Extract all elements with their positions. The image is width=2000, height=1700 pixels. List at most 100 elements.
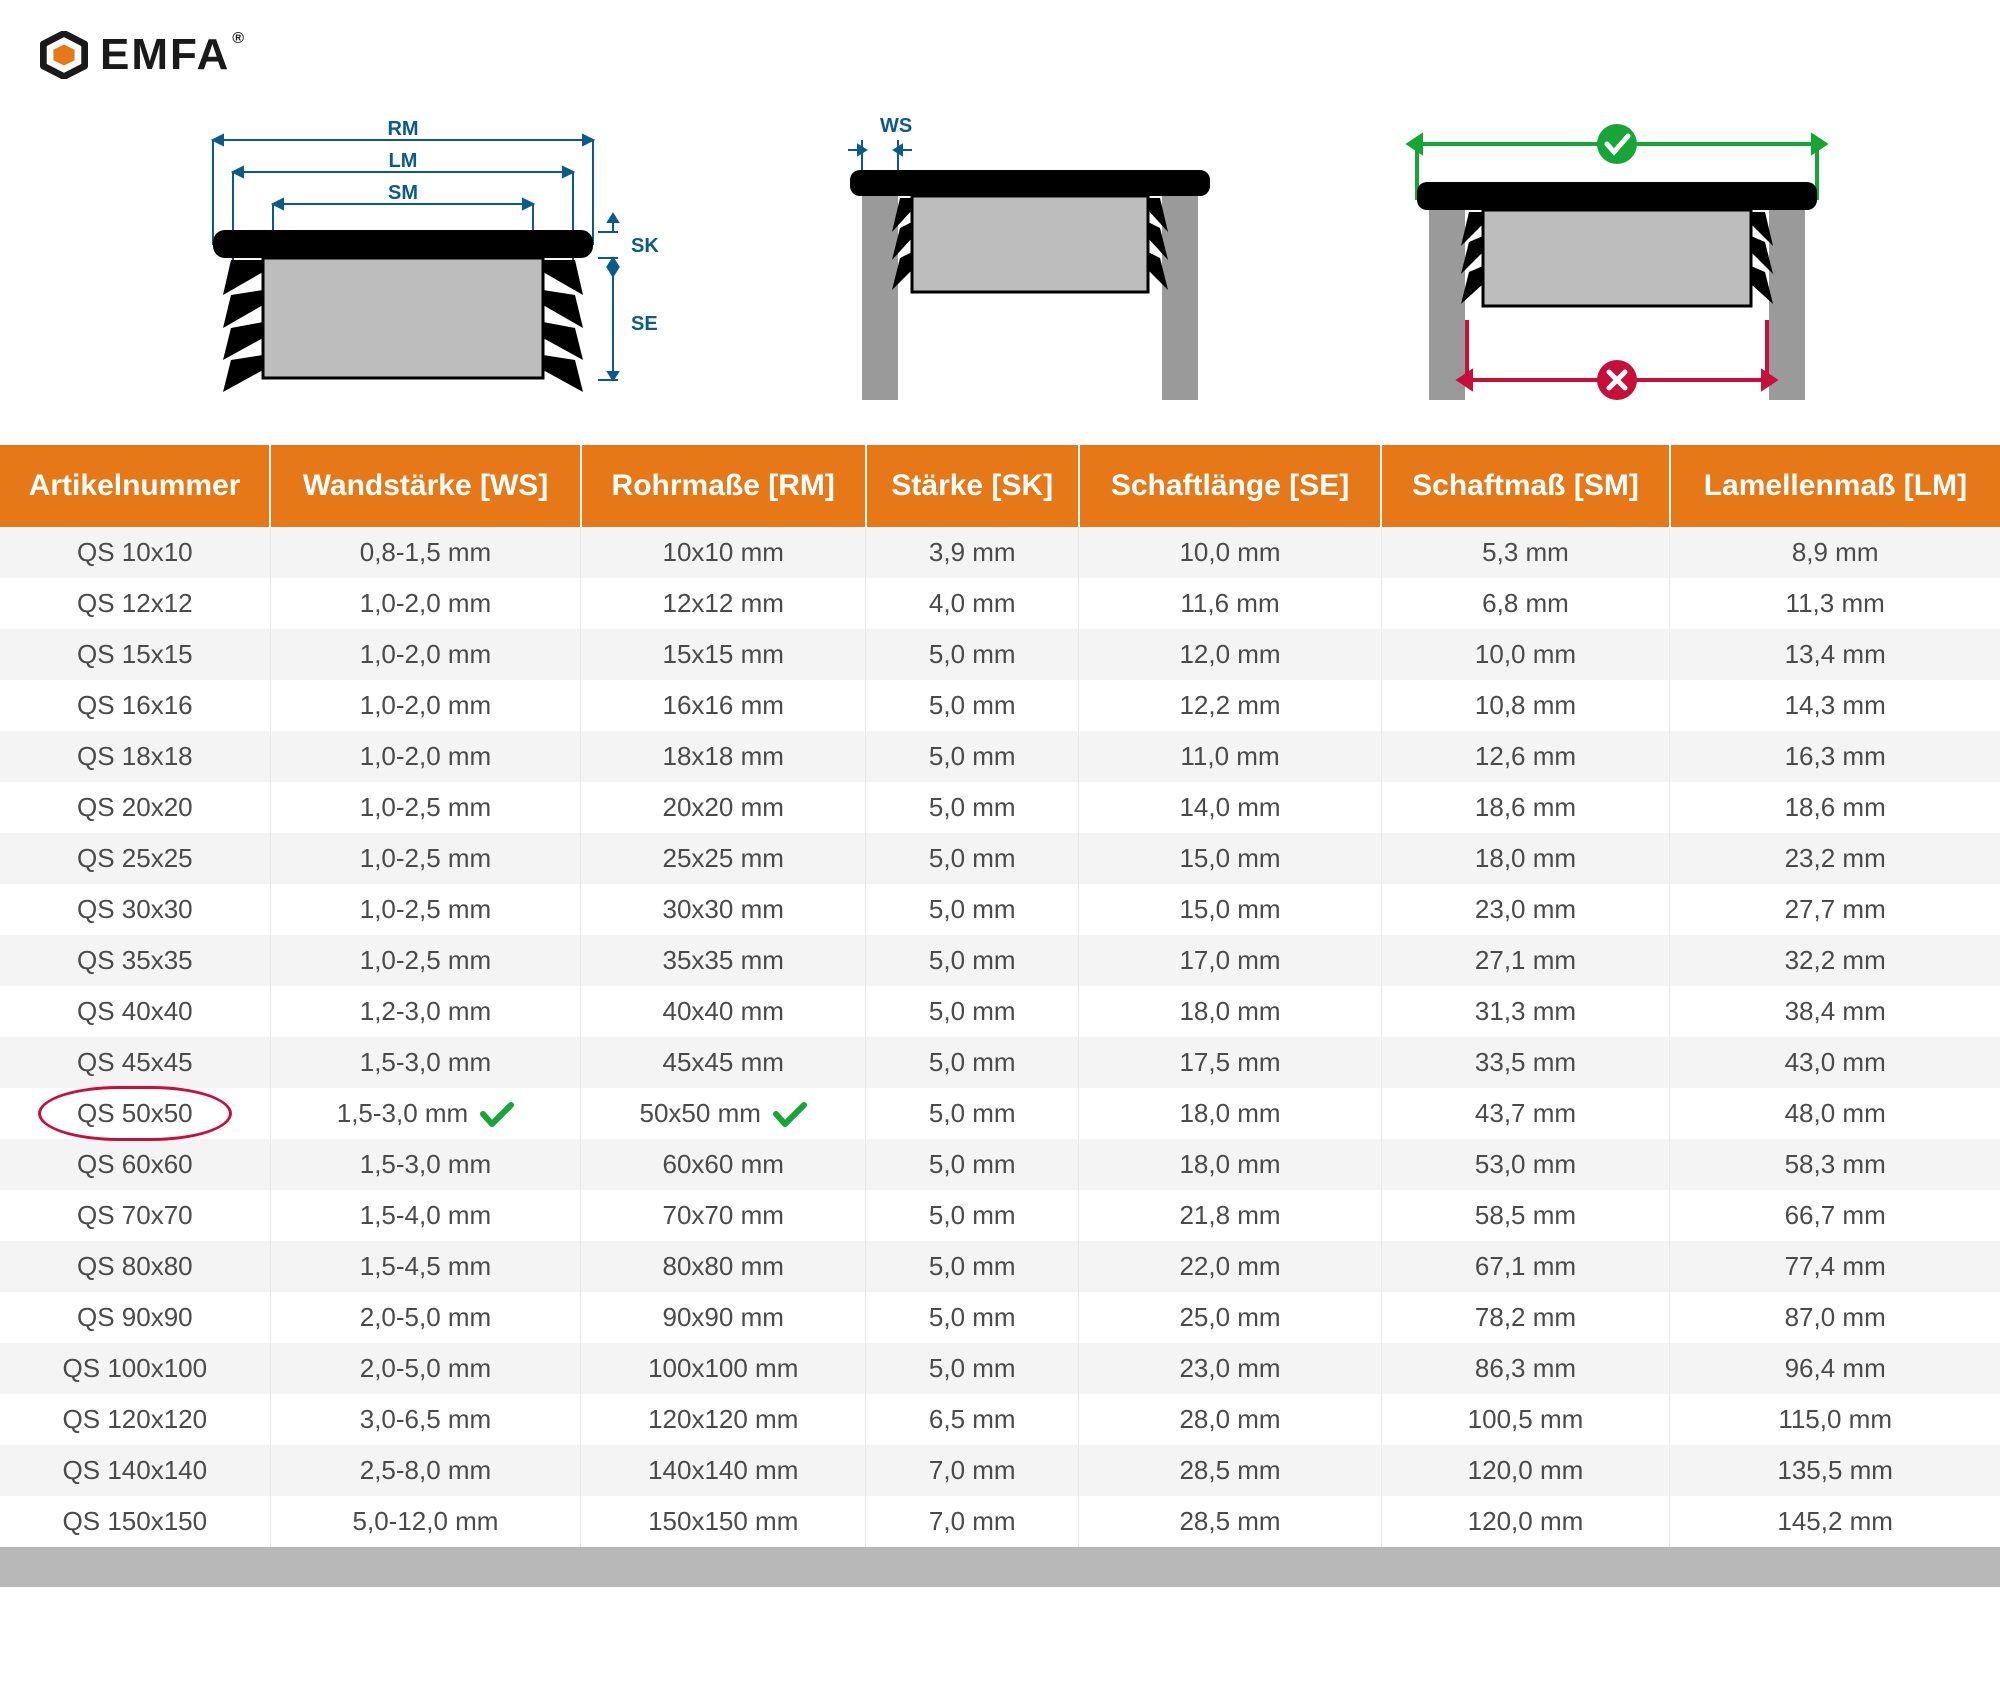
table-cell: 10x10 mm (581, 527, 866, 578)
table-cell: 20x20 mm (581, 782, 866, 833)
table-cell: 25x25 mm (581, 833, 866, 884)
table-cell: 3,0-6,5 mm (270, 1394, 581, 1445)
table-cell: 145,2 mm (1670, 1496, 2000, 1547)
table-cell: 2,0-5,0 mm (270, 1343, 581, 1394)
table-cell: 0,8-1,5 mm (270, 527, 581, 578)
table-cell: 3,9 mm (866, 527, 1079, 578)
table-cell: QS 50x50 (0, 1088, 270, 1139)
table-cell: 5,0 mm (866, 680, 1079, 731)
table-cell: QS 10x10 (0, 527, 270, 578)
table-cell: QS 45x45 (0, 1037, 270, 1088)
label-sm: SM (388, 182, 418, 204)
table-cell: 5,0 mm (866, 1190, 1079, 1241)
table-cell: 28,5 mm (1079, 1496, 1381, 1547)
table-cell: 5,0 mm (866, 986, 1079, 1037)
table-cell: QS 150x150 (0, 1496, 270, 1547)
spec-table-body: QS 10x100,8-1,5 mm10x10 mm3,9 mm10,0 mm5… (0, 527, 2000, 1547)
table-cell: 11,3 mm (1670, 578, 2000, 629)
brand-name: EMFA® (100, 30, 246, 80)
label-ws: WS (880, 115, 912, 137)
table-cell: 150x150 mm (581, 1496, 866, 1547)
label-rm: RM (388, 118, 419, 140)
table-row: QS 60x601,5-3,0 mm60x60 mm5,0 mm18,0 mm5… (0, 1139, 2000, 1190)
table-cell: QS 25x25 (0, 833, 270, 884)
table-cell: 14,3 mm (1670, 680, 2000, 731)
table-cell: 5,0 mm (866, 1088, 1079, 1139)
table-row: QS 90x902,0-5,0 mm90x90 mm5,0 mm25,0 mm7… (0, 1292, 2000, 1343)
table-cell: 18x18 mm (581, 731, 866, 782)
table-row: QS 100x1002,0-5,0 mm100x100 mm5,0 mm23,0… (0, 1343, 2000, 1394)
table-cell: 77,4 mm (1670, 1241, 2000, 1292)
table-cell: 1,0-2,0 mm (270, 578, 581, 629)
table-cell: 1,0-2,5 mm (270, 782, 581, 833)
table-cell: 5,0 mm (866, 1343, 1079, 1394)
table-cell: 7,0 mm (866, 1445, 1079, 1496)
table-row: QS 140x1402,5-8,0 mm140x140 mm7,0 mm28,5… (0, 1445, 2000, 1496)
table-cell: 5,0 mm (866, 1139, 1079, 1190)
table-cell: 1,0-2,5 mm (270, 833, 581, 884)
table-cell: 23,0 mm (1381, 884, 1670, 935)
table-cell: QS 35x35 (0, 935, 270, 986)
table-cell: 5,0 mm (866, 884, 1079, 935)
table-row: QS 20x201,0-2,5 mm20x20 mm5,0 mm14,0 mm1… (0, 782, 2000, 833)
footer-bar (0, 1547, 2000, 1587)
table-header-cell: Wandstärke [WS] (270, 445, 581, 527)
table-cell: 14,0 mm (1079, 782, 1381, 833)
table-row: QS 15x151,0-2,0 mm15x15 mm5,0 mm12,0 mm1… (0, 629, 2000, 680)
table-row: QS 70x701,5-4,0 mm70x70 mm5,0 mm21,8 mm5… (0, 1190, 2000, 1241)
table-row: QS 18x181,0-2,0 mm18x18 mm5,0 mm11,0 mm1… (0, 731, 2000, 782)
table-cell: QS 80x80 (0, 1241, 270, 1292)
table-cell: QS 140x140 (0, 1445, 270, 1496)
table-cell: QS 90x90 (0, 1292, 270, 1343)
table-cell: 18,0 mm (1079, 986, 1381, 1037)
table-row: QS 120x1203,0-6,5 mm120x120 mm6,5 mm28,0… (0, 1394, 2000, 1445)
table-cell: 1,0-2,5 mm (270, 884, 581, 935)
table-cell: 13,4 mm (1670, 629, 2000, 680)
table-cell: 6,8 mm (1381, 578, 1670, 629)
table-cell: 18,6 mm (1670, 782, 2000, 833)
table-row: QS 25x251,0-2,5 mm25x25 mm5,0 mm15,0 mm1… (0, 833, 2000, 884)
table-cell: 43,0 mm (1670, 1037, 2000, 1088)
table-cell: 40x40 mm (581, 986, 866, 1037)
brand-logo: EMFA® (0, 0, 2000, 90)
table-row: QS 16x161,0-2,0 mm16x16 mm5,0 mm12,2 mm1… (0, 680, 2000, 731)
table-cell: 5,0-12,0 mm (270, 1496, 581, 1547)
table-cell: QS 70x70 (0, 1190, 270, 1241)
table-row: QS 150x1505,0-12,0 mm150x150 mm7,0 mm28,… (0, 1496, 2000, 1547)
table-cell: 16x16 mm (581, 680, 866, 731)
table-cell: 25,0 mm (1079, 1292, 1381, 1343)
diagrams-row: RM LM SM (0, 90, 2000, 445)
diagram-walltube: WS (820, 110, 1240, 405)
table-cell: 7,0 mm (866, 1496, 1079, 1547)
label-se: SE (631, 313, 658, 335)
table-row: QS 80x801,5-4,5 mm80x80 mm5,0 mm22,0 mm6… (0, 1241, 2000, 1292)
table-cell: 100,5 mm (1381, 1394, 1670, 1445)
table-cell: QS 12x12 (0, 578, 270, 629)
table-cell: 60x60 mm (581, 1139, 866, 1190)
table-header-cell: Artikelnummer (0, 445, 270, 527)
table-cell: 1,0-2,0 mm (270, 629, 581, 680)
table-cell: 18,6 mm (1381, 782, 1670, 833)
table-header-cell: Schaftlänge [SE] (1079, 445, 1381, 527)
table-cell: 115,0 mm (1670, 1394, 2000, 1445)
table-cell: 48,0 mm (1670, 1088, 2000, 1139)
table-cell: 5,0 mm (866, 1292, 1079, 1343)
table-cell: 4,0 mm (866, 578, 1079, 629)
table-cell: 1,0-2,0 mm (270, 680, 581, 731)
table-cell: QS 16x16 (0, 680, 270, 731)
table-cell: 78,2 mm (1381, 1292, 1670, 1343)
table-cell: 15x15 mm (581, 629, 866, 680)
table-cell: QS 60x60 (0, 1139, 270, 1190)
table-cell: 120x120 mm (581, 1394, 866, 1445)
table-cell: QS 40x40 (0, 986, 270, 1037)
table-cell: 5,0 mm (866, 935, 1079, 986)
label-sk: SK (631, 235, 659, 257)
table-cell: 5,3 mm (1381, 527, 1670, 578)
table-cell: 58,3 mm (1670, 1139, 2000, 1190)
table-cell: 27,7 mm (1670, 884, 2000, 935)
table-cell: 120,0 mm (1381, 1496, 1670, 1547)
table-row: QS 12x121,0-2,0 mm12x12 mm4,0 mm11,6 mm6… (0, 578, 2000, 629)
table-cell: 66,7 mm (1670, 1190, 2000, 1241)
table-cell: 58,5 mm (1381, 1190, 1670, 1241)
table-cell: 100x100 mm (581, 1343, 866, 1394)
